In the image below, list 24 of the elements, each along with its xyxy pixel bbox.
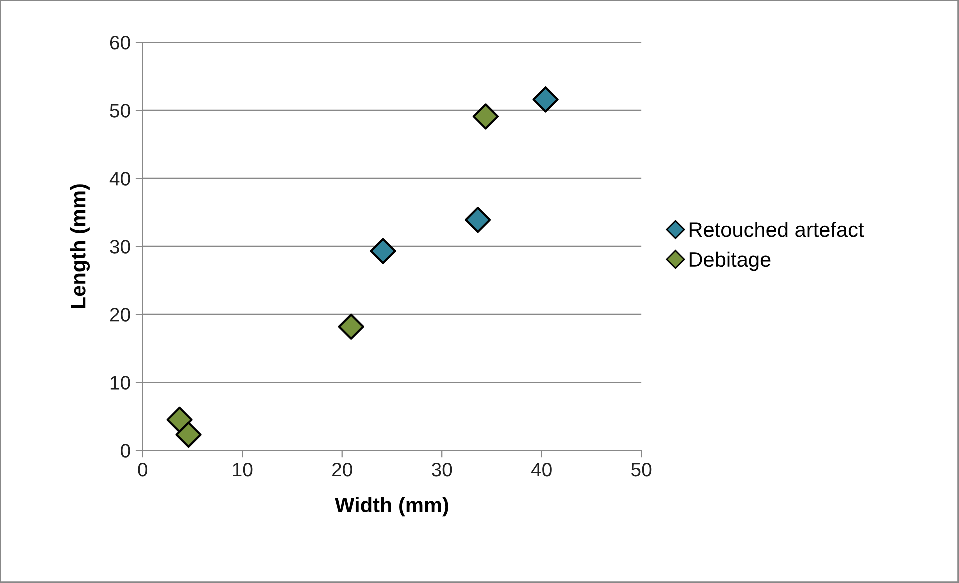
point	[166, 406, 193, 434]
x-tick-label: 20	[332, 462, 352, 477]
point	[338, 314, 364, 340]
x-tick-label: 10	[233, 462, 253, 477]
legend-label: Retouched artefact	[690, 222, 864, 238]
x-tick-label: 50	[632, 462, 652, 477]
y-axis-title: Length (mm)	[70, 184, 90, 308]
point	[370, 238, 396, 264]
legend-label: Debitage	[690, 252, 771, 272]
point	[176, 422, 202, 448]
point	[532, 86, 559, 113]
x-tick-label: 40	[531, 462, 552, 477]
point	[464, 207, 492, 234]
x-tick-label: 30	[432, 462, 452, 477]
y-tick-label: 60	[110, 36, 130, 50]
y-tick-label: 40	[110, 172, 130, 186]
y-tick-label: 10	[110, 376, 130, 390]
y-tick-label: 30	[110, 240, 130, 254]
y-tick-label: 0	[121, 444, 130, 458]
x-tick-label: 0	[138, 462, 148, 477]
x-axis-title: Width (mm)	[335, 497, 448, 517]
point	[472, 104, 500, 130]
y-tick-label: 20	[110, 308, 130, 322]
y-tick-label: 50	[110, 104, 130, 118]
